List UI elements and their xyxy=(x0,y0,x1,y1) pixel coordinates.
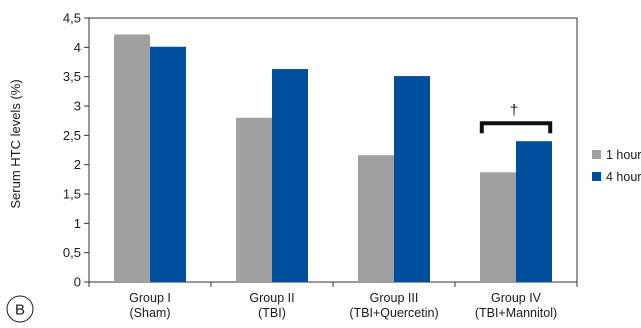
bar-4-hour xyxy=(516,141,552,282)
bar-1-hour xyxy=(114,34,150,282)
x-category-label: (Sham) xyxy=(130,306,171,320)
bar-4-hour xyxy=(150,46,186,282)
plot-area: † xyxy=(88,17,578,283)
y-axis-title: Serum HTC levels (%) xyxy=(8,79,23,208)
legend-swatch-4-hour xyxy=(592,172,601,181)
y-tick-label: 4 xyxy=(74,40,81,55)
bar-4-hour xyxy=(272,69,308,282)
y-tick-label: 3 xyxy=(74,99,81,114)
x-category-label: Group I xyxy=(129,291,171,305)
x-category-label: (TBI+Mannitol) xyxy=(475,306,557,320)
legend-swatch-1-hour xyxy=(592,150,601,159)
x-category-label: Group III xyxy=(370,291,419,305)
significance-bracket xyxy=(479,121,553,134)
y-tick-label: 4,5 xyxy=(63,11,81,26)
y-tick-label: 1,5 xyxy=(63,187,81,202)
y-tick-label: 2,5 xyxy=(63,128,81,143)
x-category-label: Group II xyxy=(249,291,294,305)
legend: 1 hour 4 hour xyxy=(592,148,641,184)
bar-1-hour xyxy=(236,117,272,282)
x-category-label: (TBI) xyxy=(258,306,286,320)
y-tick-label: 2 xyxy=(74,157,81,172)
x-axis: Group I(Sham)Group II(TBI)Group III(TBI+… xyxy=(88,282,578,320)
y-tick-label: 0 xyxy=(74,275,81,290)
bar-1-hour xyxy=(480,172,516,282)
significance-dagger: † xyxy=(510,102,518,119)
panel-label-text: B xyxy=(15,302,25,319)
bar-4-hour xyxy=(394,76,430,282)
legend-label-1-hour: 1 hour xyxy=(606,148,641,162)
panel-label: B xyxy=(6,295,34,323)
y-axis: 0 0,5 1 1,5 2 2,5 3 3,5 4 4,5 xyxy=(63,11,89,290)
legend-label-4-hour: 4 hour xyxy=(606,170,641,184)
bar-1-hour xyxy=(358,155,394,282)
y-tick-label: 3,5 xyxy=(63,69,81,84)
x-category-label: Group IV xyxy=(491,291,542,305)
y-tick-label: 0,5 xyxy=(63,245,81,260)
y-tick-label: 1 xyxy=(74,216,81,231)
x-category-label: (TBI+Quercetin) xyxy=(349,306,438,320)
